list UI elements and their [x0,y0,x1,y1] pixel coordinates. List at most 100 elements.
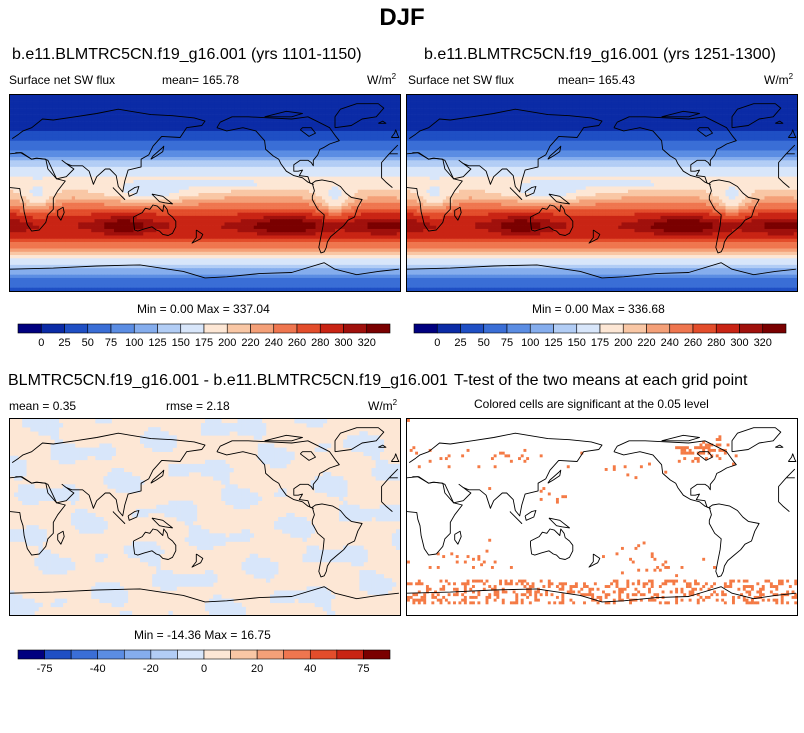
sw-cell [328,117,333,122]
sw-cell [123,111,128,115]
sw-cell [153,117,157,122]
sw-cell [13,108,17,112]
sw-cell [88,166,92,171]
sw-cell [374,219,378,223]
sw-cell [305,212,310,217]
sw-cell [328,121,333,125]
sw-cell [94,222,99,226]
sw-cell [383,225,388,230]
sw-cell [240,196,245,200]
sw-cell [198,215,203,220]
sw-cell [305,166,310,171]
sw-cell [331,166,336,171]
sw-cell [374,199,378,204]
sw-cell [299,215,303,220]
sw-cell [192,147,196,151]
sw-cell [23,134,27,138]
sw-cell [354,127,359,132]
sw-cell [153,179,157,184]
sw-cell [55,166,60,171]
sw-cell [318,127,323,132]
sw-cell [143,202,147,207]
sw-cell [55,157,60,161]
sw-cell [312,121,316,125]
sw-cell [169,202,173,207]
sw-cell [263,189,268,194]
sw-cell [305,183,310,187]
sw-cell [244,196,248,200]
sw-cell [188,144,193,148]
sw-cell [299,189,303,194]
sw-cell [292,127,297,132]
sw-cell [159,225,164,230]
sw-cell [240,189,245,194]
sw-cell [322,98,326,102]
sw-cell [253,137,258,142]
sw-cell [58,176,63,181]
sw-cell [348,222,352,226]
sw-cell [117,127,121,132]
sw-cell [32,150,37,155]
sw-cell [250,130,255,135]
sw-cell [208,170,212,174]
sw-cell [348,176,352,181]
sw-cell [127,121,131,125]
sw-cell [101,176,105,181]
sw-cell [201,153,206,158]
sw-cell [387,160,391,164]
sw-cell [263,176,268,181]
sw-cell [273,140,277,145]
sw-cell [36,108,40,112]
sw-cell [71,117,76,122]
sw-cell [29,137,34,142]
sw-cell [88,176,92,181]
sw-cell [299,95,303,99]
sw-cell [351,101,355,106]
sw-cell [153,140,157,145]
sw-cell [309,127,313,132]
sw-cell [114,153,118,158]
sw-cell [149,114,154,119]
sw-cell [227,212,232,217]
sw-cell [104,150,108,155]
sw-cell [146,108,151,112]
sw-cell [266,166,271,171]
sw-cell [130,108,134,112]
sw-cell [169,137,173,142]
sw-cell [354,150,359,155]
sw-cell [153,163,157,168]
sw-cell [62,176,66,181]
sw-cell [234,222,238,226]
sw-cell [370,199,375,204]
sw-cell [296,170,300,174]
sw-cell [205,219,209,223]
sw-cell [273,134,277,138]
sw-cell [182,183,186,187]
sw-cell [205,193,209,197]
sw-cell [338,173,342,177]
sw-cell [370,157,375,161]
sw-cell [283,144,287,148]
sw-cell [231,212,235,217]
sw-cell [302,176,307,181]
sw-cell [107,160,112,164]
sw-cell [188,124,193,128]
sw-cell [58,173,63,177]
sw-cell [331,202,336,207]
sw-cell [19,160,24,164]
sw-cell [331,219,336,223]
sw-cell [361,209,365,213]
sw-cell [104,193,108,197]
sw-cell [367,121,372,125]
sw-cell [143,153,147,158]
sw-cell [94,212,99,217]
sw-cell [315,212,320,217]
sw-cell [214,199,219,204]
sw-cell [273,189,277,194]
sw-cell [227,127,232,132]
sw-cell [257,193,261,197]
sw-cell [361,189,365,194]
sw-cell [270,215,274,220]
sw-cell [13,121,17,125]
sw-cell [84,111,89,115]
